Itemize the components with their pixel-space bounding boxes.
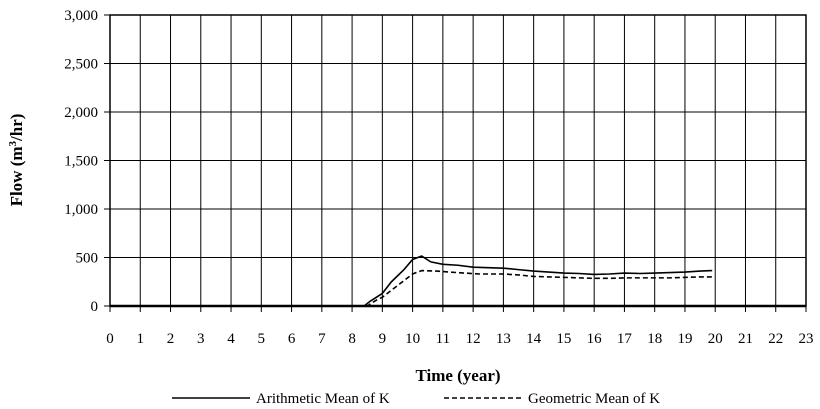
x-tick-label: 13 — [496, 331, 511, 347]
x-tick-label: 6 — [288, 331, 296, 347]
x-tick-label: 14 — [526, 331, 542, 347]
x-tick-label: 0 — [106, 331, 114, 347]
y-tick-label: 2,500 — [64, 57, 98, 73]
x-tick-label: 22 — [768, 331, 783, 347]
x-tick-label: 20 — [708, 331, 723, 347]
x-tick-label: 7 — [318, 331, 326, 347]
x-axis-title: Time (year) — [415, 366, 500, 385]
series-line-arithmetic — [110, 255, 713, 307]
x-tick-label: 17 — [617, 331, 633, 347]
grid-lines — [104, 14, 807, 312]
y-axis-title-superscript: 3 — [7, 140, 19, 146]
x-tick-label: 11 — [436, 331, 450, 347]
x-tick-label: 19 — [677, 331, 692, 347]
y-tick-label: 1,500 — [64, 154, 98, 170]
x-tick-label: 3 — [197, 331, 205, 347]
x-tick-label: 18 — [647, 331, 662, 347]
y-axis-title-suffix: /hr) — [7, 114, 26, 142]
x-tick-label: 5 — [258, 331, 266, 347]
x-axis-tick-labels: 0 1 2 3 4 5 6 7 8 9 10 11 12 13 14 15 16 17 18 19 20 21 22 23 — [106, 331, 813, 347]
legend-label-geometric: Geometric Mean of K — [528, 391, 660, 407]
y-tick-label: 3,000 — [64, 8, 98, 24]
x-tick-label: 9 — [379, 331, 387, 347]
series-lines — [110, 255, 713, 307]
y-tick-label: 2,000 — [64, 105, 98, 121]
y-tick-label: 500 — [76, 251, 99, 267]
x-tick-label: 10 — [405, 331, 420, 347]
legend-label-arithmetic: Arithmetic Mean of K — [256, 391, 390, 407]
y-tick-label: 0 — [91, 299, 99, 315]
x-tick-label: 2 — [167, 331, 175, 347]
series-line-geometric — [110, 269, 713, 307]
x-tick-label: 15 — [556, 331, 571, 347]
y-tick-label: 1,000 — [64, 202, 98, 218]
x-tick-label: 8 — [348, 331, 356, 347]
x-tick-label: 23 — [799, 331, 814, 347]
x-tick-label: 12 — [466, 331, 481, 347]
y-axis-tick-labels: 0 500 1,000 1,500 2,000 2,500 3,000 — [64, 8, 98, 315]
x-tick-label: 16 — [587, 331, 603, 347]
x-tick-label: 1 — [137, 331, 145, 347]
x-tick-label: 21 — [738, 331, 753, 347]
y-axis-title: Flow (m3/hr) — [7, 114, 26, 207]
y-axis-title-prefix: Flow (m — [7, 146, 26, 206]
legend: Arithmetic Mean of K Geometric Mean of K — [172, 391, 660, 407]
x-tick-label: 4 — [227, 331, 235, 347]
